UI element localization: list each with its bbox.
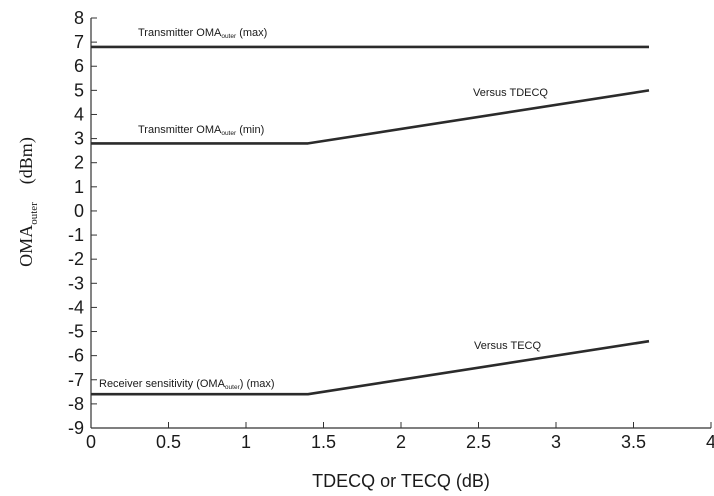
x-tick-label: 1.5 <box>311 432 336 452</box>
y-tick-label: 1 <box>74 177 84 197</box>
y-tick-label: -4 <box>68 297 84 317</box>
annotation-versus-tecq-text: Versus TECQ <box>474 340 541 352</box>
annotation-receiver-sensitivity-suffix: ) (max) <box>240 378 275 390</box>
y-tick-label: -1 <box>68 225 84 245</box>
y-tick-label: -3 <box>68 273 84 293</box>
y-axis-title-text: OMAouter (dBm) <box>16 137 40 267</box>
annotation-layer: Transmitter OMAouter (max)Transmitter OM… <box>99 27 548 391</box>
y-tick-label: -7 <box>68 370 84 390</box>
y-tick-label: -6 <box>68 346 84 366</box>
annotation-tx-oma-min-text: Transmitter OMA <box>138 124 222 136</box>
x-tick-label: 2.5 <box>466 432 491 452</box>
x-tick-label: 0.5 <box>156 432 181 452</box>
y-tick-label: 7 <box>74 32 84 52</box>
y-tick-label: 3 <box>74 129 84 149</box>
series-layer <box>91 45 650 396</box>
y-axis-title-sub: outer <box>28 202 40 225</box>
annotation-versus-tdecq: Versus TDECQ <box>473 87 548 99</box>
x-tick-label: 1 <box>241 432 251 452</box>
annotation-tx-oma-min-suffix: (min) <box>236 124 264 136</box>
y-axis-title: OMAouter (dBm) <box>16 137 40 267</box>
y-tick-label: 5 <box>74 80 84 100</box>
y-tick-label: -5 <box>68 322 84 342</box>
x-tick-label: 3 <box>551 432 561 452</box>
x-tick-label: 0 <box>86 432 96 452</box>
annotation-versus-tecq: Versus TECQ <box>474 340 541 352</box>
y-tick-label: 4 <box>74 104 84 124</box>
annotation-tx-oma-max: Transmitter OMAouter (max) <box>138 27 267 40</box>
x-tick-label: 2 <box>396 432 406 452</box>
x-tick-label: 4 <box>706 432 714 452</box>
annotation-receiver-sensitivity-text: Receiver sensitivity (OMA <box>99 378 226 390</box>
annotation-tx-oma-max-subscript: outer <box>221 33 237 40</box>
x-tick-label: 3.5 <box>621 432 646 452</box>
plot-frame-layer <box>90 18 711 429</box>
y-tick-label: 2 <box>74 153 84 173</box>
y-tick-label: -2 <box>68 249 84 269</box>
annotation-tx-oma-min: Transmitter OMAouter (min) <box>138 124 264 137</box>
annotation-tx-oma-min-subscript: outer <box>221 130 237 137</box>
y-tick-label: 8 <box>74 8 84 28</box>
y-tick-label: -9 <box>68 418 84 438</box>
y-axis-title-main: OMA <box>16 225 36 267</box>
y-tick-label: -8 <box>68 394 84 414</box>
annotation-receiver-sensitivity: Receiver sensitivity (OMAouter) (max) <box>99 378 275 391</box>
annotation-tx-oma-max-text: Transmitter OMA <box>138 27 222 39</box>
tick-layer: 0 0.5 1 1.5 2 2.5 3 3.5 4 8 7 6 5 4 3 2 1 0 -1 -2 -3 -4 -5 -6 -7… <box>68 8 714 452</box>
annotation-receiver-sensitivity-subscript: outer <box>225 384 241 391</box>
series-tx-oma-min <box>91 89 650 145</box>
y-tick-label: 0 <box>74 201 84 221</box>
y-tick-label: 6 <box>74 56 84 76</box>
series-rx-sensitivity <box>91 339 650 396</box>
y-axis-title-unit: (dBm) <box>16 137 37 184</box>
annotation-tx-oma-max-suffix: (max) <box>236 27 267 39</box>
x-axis-title: TDECQ or TECQ (dB) <box>312 471 490 491</box>
annotation-versus-tdecq-text: Versus TDECQ <box>473 87 548 99</box>
